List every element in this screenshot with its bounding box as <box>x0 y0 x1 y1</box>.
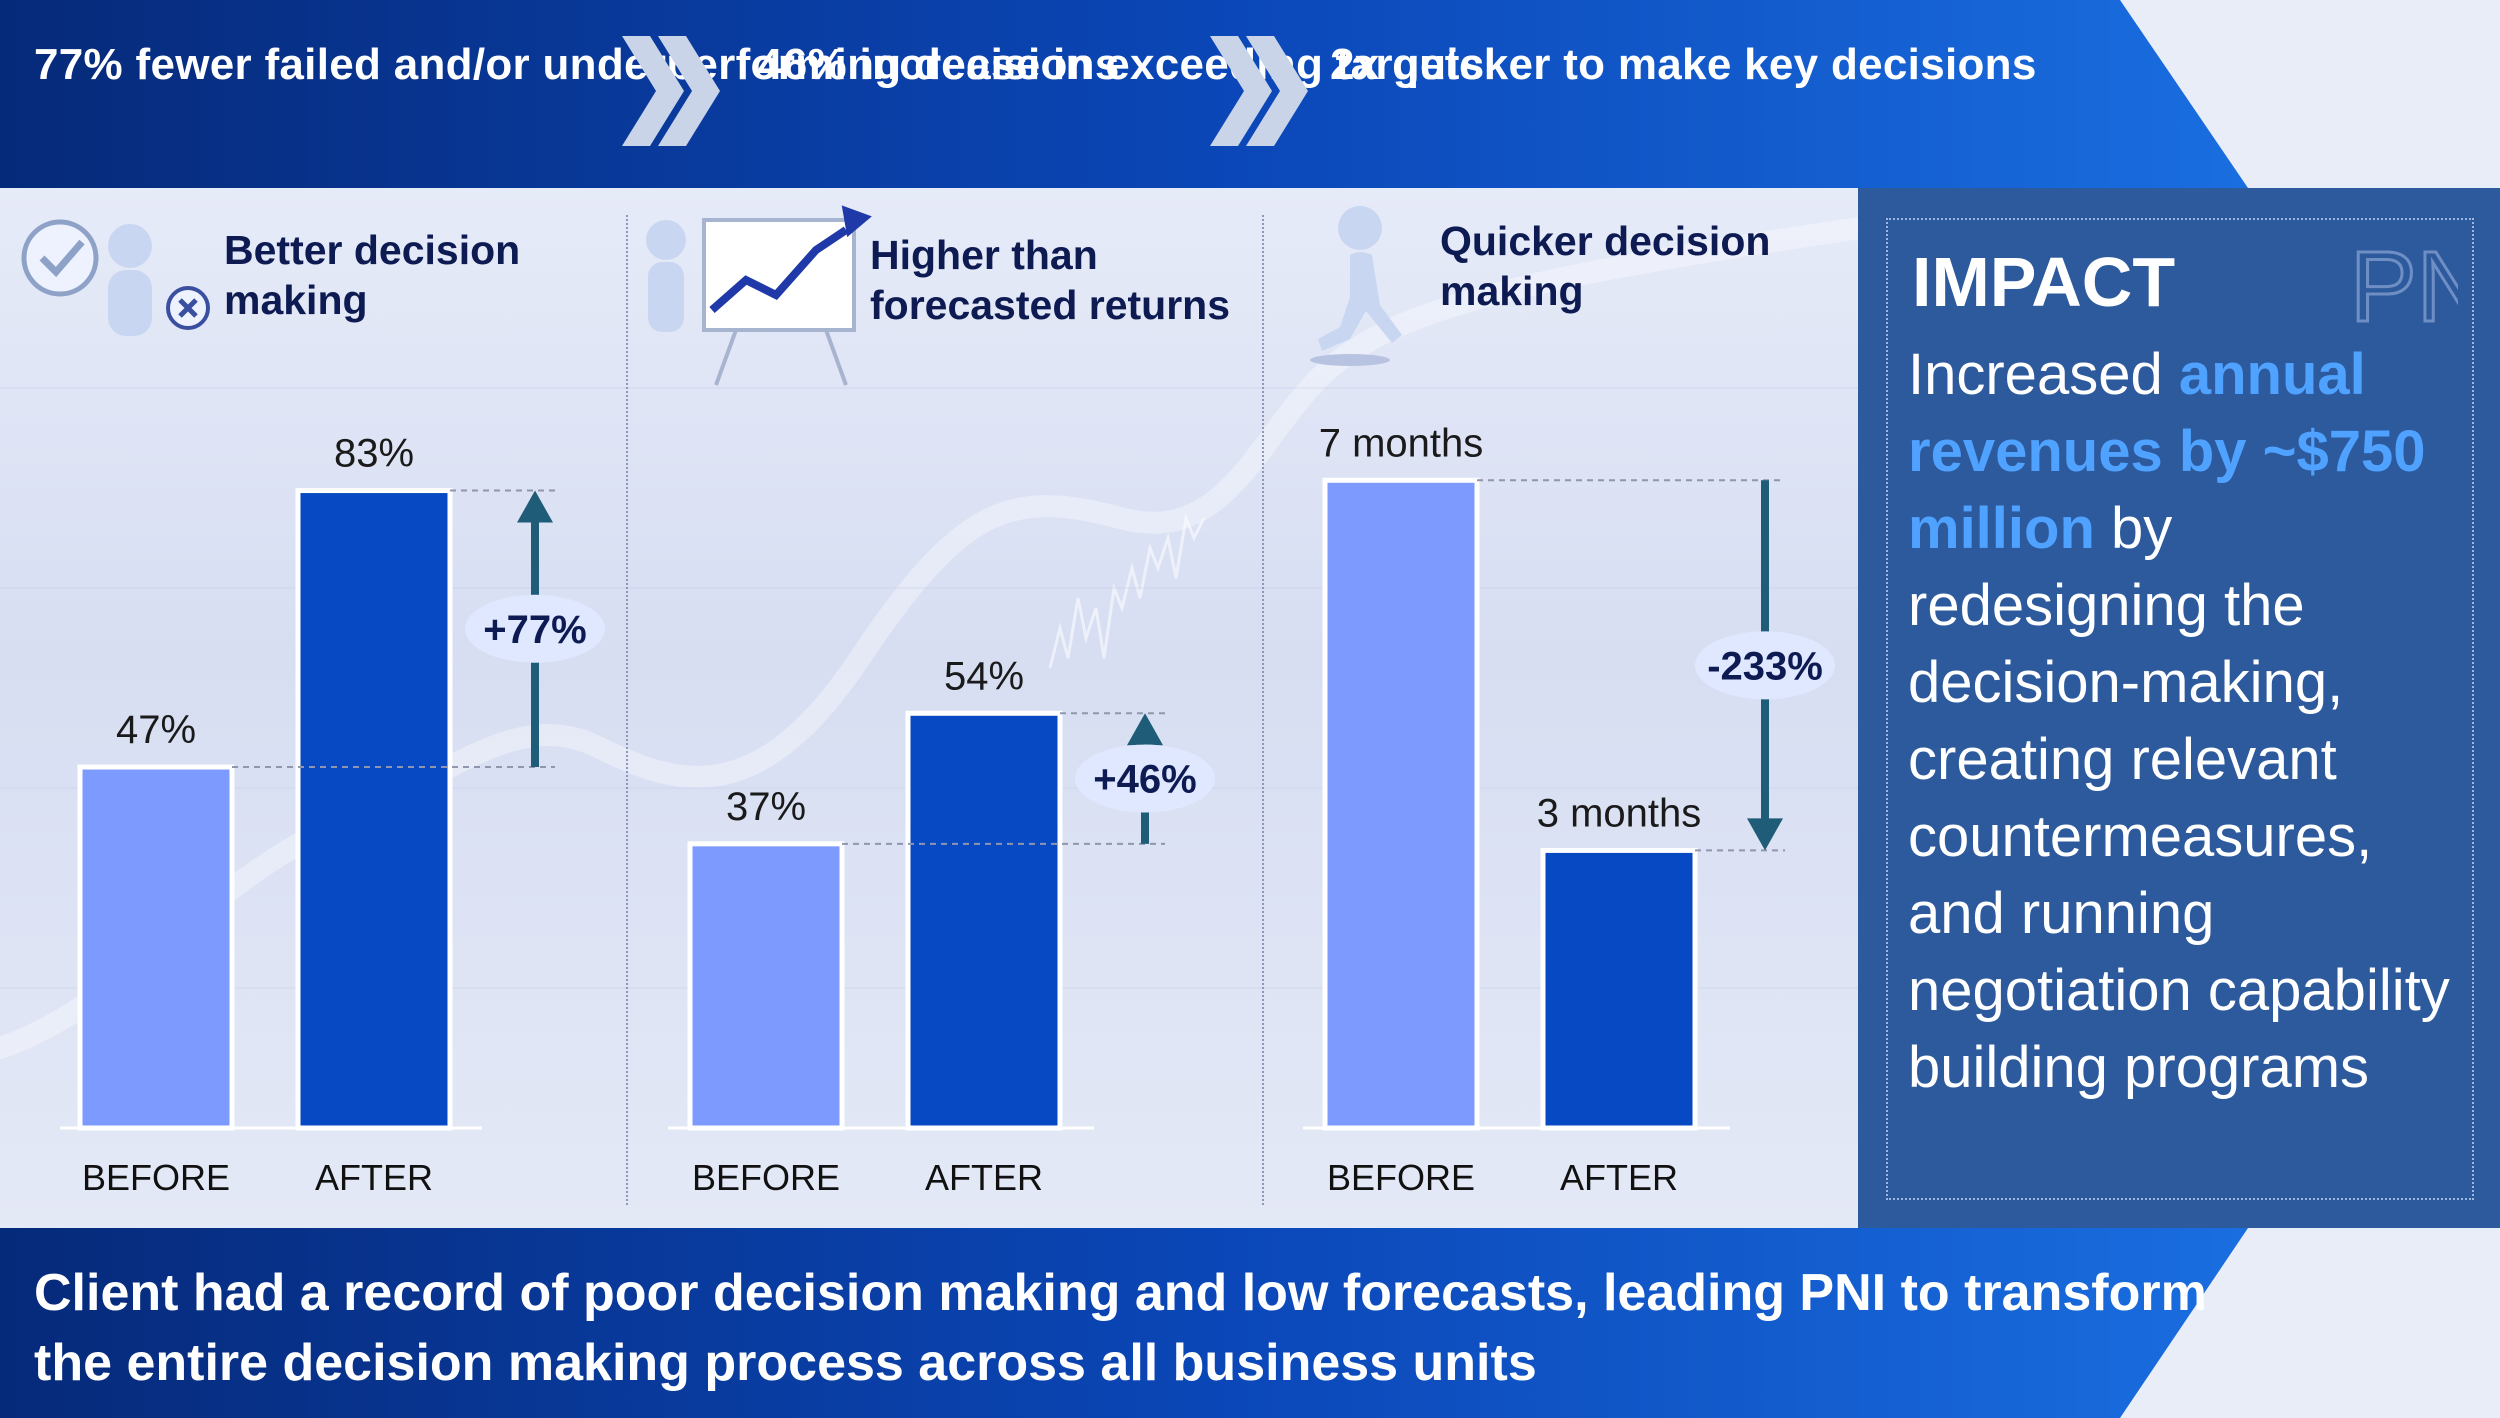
change-arrow-head <box>1747 818 1783 851</box>
change-badge <box>1075 744 1215 813</box>
panel-2-title: Higher than forecasted returns <box>870 232 1231 328</box>
change-label: -233% <box>1707 644 1823 688</box>
category-label: BEFORE <box>82 1157 230 1198</box>
impact-border <box>1886 218 2474 1200</box>
category-label: BEFORE <box>692 1157 840 1198</box>
data-label: 37% <box>726 785 806 829</box>
panel-divider <box>1262 215 1264 1205</box>
bar-before <box>687 841 845 1131</box>
category-label: BEFORE <box>1327 1157 1475 1198</box>
impact-text-after: by redesigning the decision-making, crea… <box>1908 496 2450 1100</box>
data-label: 7 months <box>1319 421 1484 465</box>
running-person-icon <box>1300 200 1420 375</box>
top-banner <box>0 0 2500 188</box>
category-label: AFTER <box>925 1157 1043 1198</box>
data-label: 54% <box>944 654 1024 698</box>
data-label: 3 months <box>1537 791 1702 835</box>
change-label: +46% <box>1093 758 1196 802</box>
impact-panel <box>1858 188 2500 1228</box>
pni-logo-text: PNi <box>2350 231 2458 336</box>
bar-chart-2: 37% BEFORE 54% AFTER +46% <box>668 654 1215 1198</box>
bar-after <box>905 710 1063 1131</box>
person-check-icon <box>20 208 220 363</box>
bar-before <box>77 764 235 1131</box>
impact-description: Increased annual revenues by ~$750 milli… <box>1908 336 2468 1106</box>
top-stat-1: 77% fewer failed and/or underperforming … <box>34 40 1120 89</box>
bar-after <box>295 488 453 1131</box>
panel-1-title: Better decision making <box>224 227 521 323</box>
presenter-growth-chart-icon <box>636 200 876 395</box>
bar-after <box>1540 847 1698 1131</box>
change-label: +77% <box>483 608 586 652</box>
category-label: AFTER <box>315 1157 433 1198</box>
double-chevron-icon <box>622 36 720 146</box>
pni-logo: PNi <box>2348 226 2500 345</box>
double-chevron-icon <box>1210 36 1308 146</box>
bottom-banner <box>0 1228 2500 1418</box>
category-label: AFTER <box>1560 1157 1678 1198</box>
top-stat-2: 46% increase in exceeding targets <box>758 40 1485 89</box>
bar-chart-3: 7 months BEFORE 3 months AFTER -233% <box>1303 421 1835 1198</box>
panel-divider <box>626 215 628 1205</box>
bar-chart-1: 47% BEFORE 83% AFTER +77% <box>60 432 605 1198</box>
panel-3-title: Quicker decision making <box>1440 218 1771 314</box>
data-label: 83% <box>334 432 414 476</box>
top-stat-3: 2x quicker to make key decisions <box>1330 40 2037 89</box>
change-arrow-head <box>1127 713 1163 746</box>
bar-before <box>1322 477 1480 1131</box>
bar-charts: 47% BEFORE 83% AFTER +77% 37% BEFORE 54% AFTER +4… <box>60 421 1835 1198</box>
impact-highlight: annual revenues by ~$750 million <box>1908 342 2426 561</box>
impact-text-before: Increased <box>1908 342 2179 407</box>
data-label: 47% <box>116 708 196 752</box>
impact-title: IMPACT <box>1912 243 2176 321</box>
bottom-summary: Client had a record of poor decision mak… <box>34 1264 2207 1392</box>
change-badge <box>1695 631 1835 700</box>
change-arrow-head <box>517 490 553 523</box>
change-badge <box>465 594 605 663</box>
